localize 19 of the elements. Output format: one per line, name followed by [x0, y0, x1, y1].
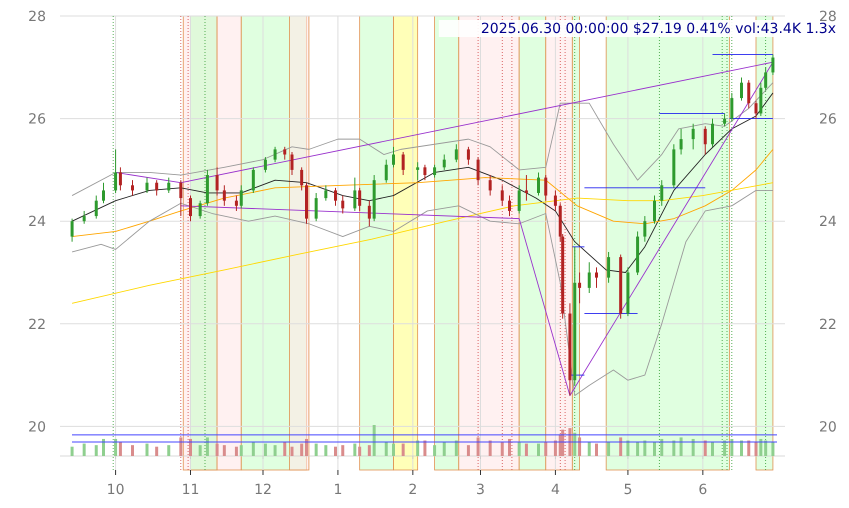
y2-tick-label: 26 — [819, 112, 837, 128]
y2-tick-label: 24 — [819, 214, 837, 230]
y-tick-label: 24 — [28, 214, 46, 230]
y-tick-label: 28 — [28, 9, 46, 25]
x-tick-label: 11 — [182, 482, 200, 498]
x-tick-label: 2 — [408, 482, 418, 498]
chart-title: 2025.06.30 00:00:00 $27.19 0.41% vol:43.4K 1.3x — [480, 21, 836, 37]
y2-tick-label: 20 — [819, 419, 837, 436]
x-tick-label: 12 — [254, 482, 272, 498]
x-tick-label: 4 — [550, 482, 560, 498]
y2-tick-label: 22 — [819, 316, 837, 333]
y-tick-label: 22 — [28, 316, 46, 333]
x-tick-label: 1 — [333, 482, 342, 498]
y-tick-label: 20 — [28, 419, 46, 436]
x-tick-label: 3 — [476, 482, 485, 498]
y-tick-label: 26 — [28, 112, 46, 128]
x-tick-label: 5 — [623, 482, 632, 498]
x-tick-label: 6 — [698, 482, 708, 498]
x-tick-label: 10 — [106, 482, 124, 498]
